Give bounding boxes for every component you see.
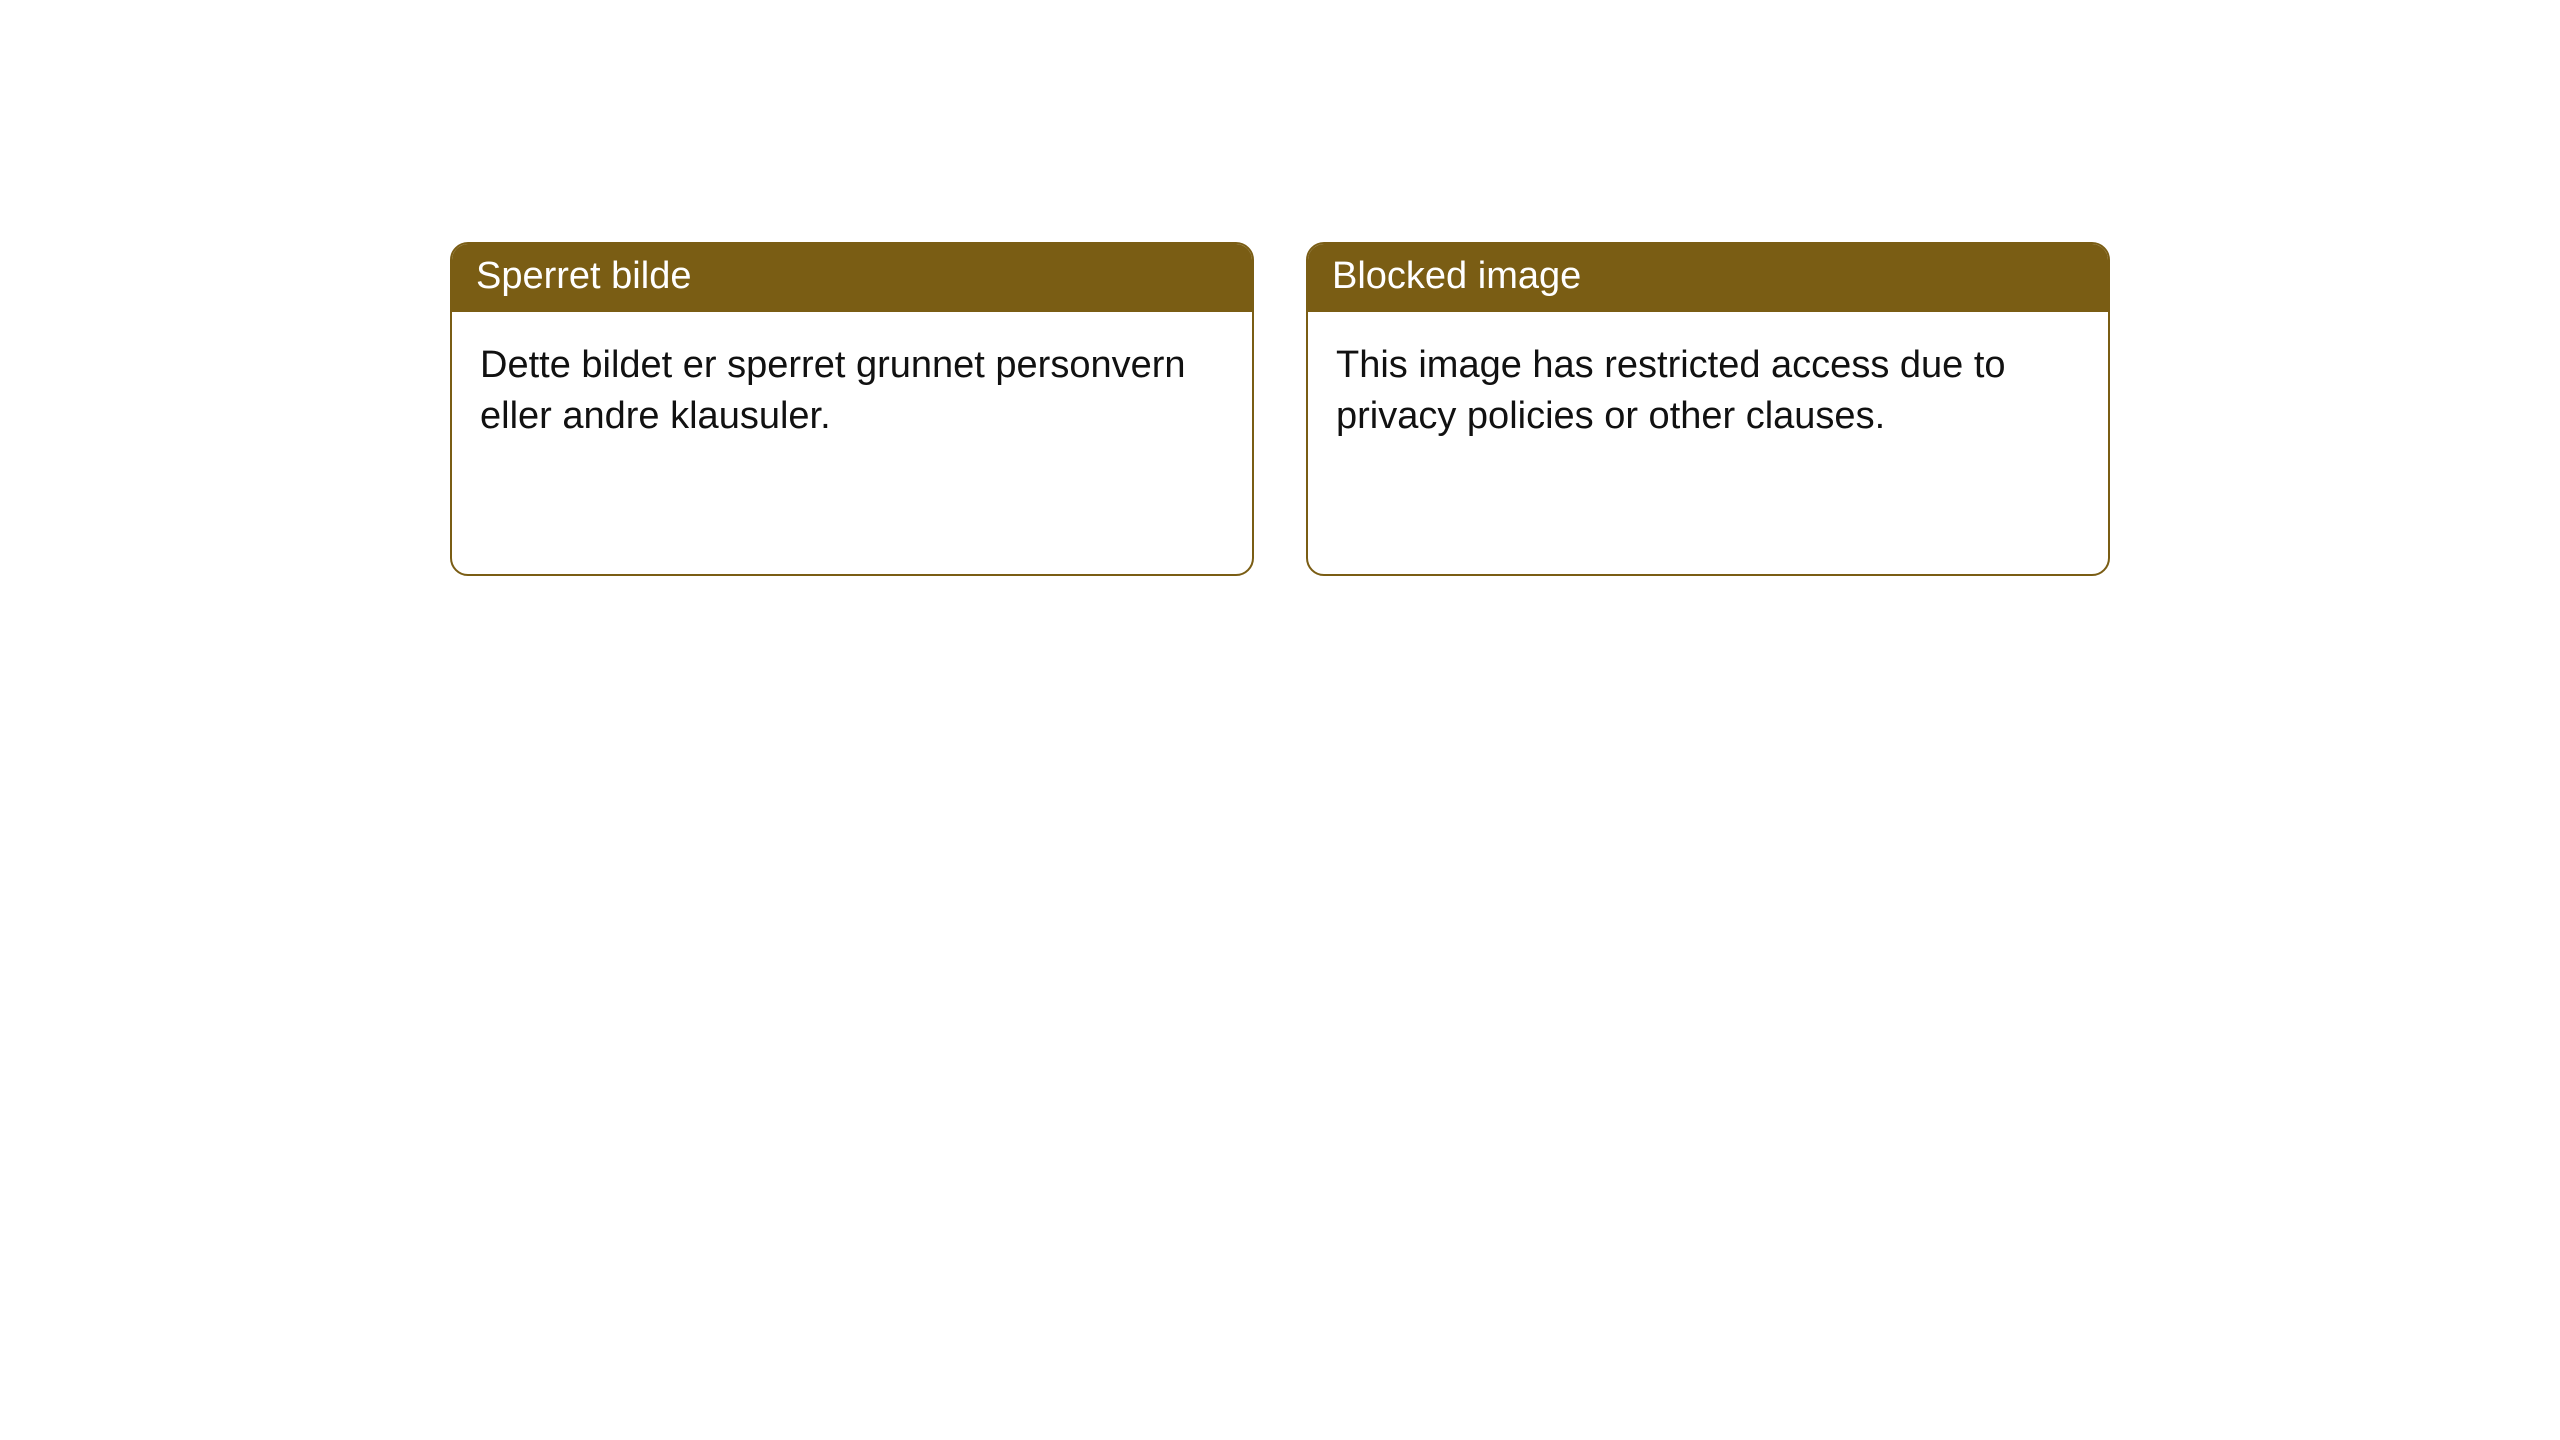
card-body-text: Dette bildet er sperret grunnet personve… <box>480 344 1186 437</box>
card-body: This image has restricted access due to … <box>1308 312 2108 471</box>
notice-card-english: Blocked image This image has restricted … <box>1306 242 2110 576</box>
notice-card-norwegian: Sperret bilde Dette bildet er sperret gr… <box>450 242 1254 576</box>
card-title: Sperret bilde <box>476 255 691 297</box>
notice-cards-container: Sperret bilde Dette bildet er sperret gr… <box>0 0 2560 576</box>
card-header: Blocked image <box>1308 244 2108 312</box>
card-body-text: This image has restricted access due to … <box>1336 344 2006 437</box>
card-body: Dette bildet er sperret grunnet personve… <box>452 312 1252 471</box>
card-header: Sperret bilde <box>452 244 1252 312</box>
card-title: Blocked image <box>1332 255 1581 297</box>
